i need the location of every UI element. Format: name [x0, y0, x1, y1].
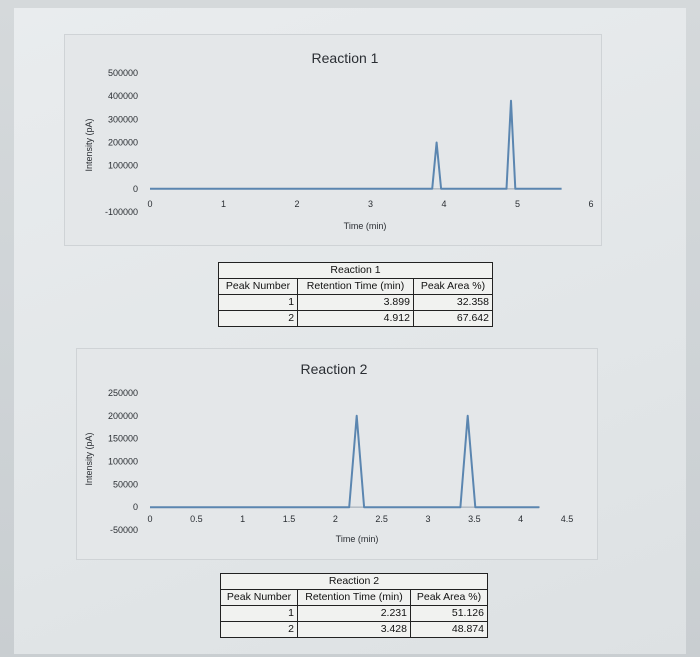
header-peak-number: Peak Number	[219, 279, 298, 295]
chart-title: Reaction 2	[301, 361, 368, 377]
y-tick-label: 300000	[108, 114, 138, 124]
cell-peak-area: 51.126	[410, 606, 487, 622]
header-peak-area: Peak Area %)	[413, 279, 492, 295]
table-caption-row: Reaction 2	[221, 574, 488, 590]
header-retention-time: Retention Time (min)	[298, 590, 411, 606]
x-tick-label: 0	[147, 199, 152, 209]
cell-retention-time: 2.231	[298, 606, 411, 622]
y-tick-label: 100000	[108, 457, 138, 467]
cell-peak-area: 67.642	[413, 311, 492, 327]
cell-peak-number: 2	[219, 311, 298, 327]
x-tick-label: 2	[333, 514, 338, 524]
x-tick-label: 0.5	[190, 514, 203, 524]
y-tick-label: 50000	[113, 479, 138, 489]
cell-peak-number: 1	[219, 295, 298, 311]
y-tick-label: 0	[133, 184, 138, 194]
table-row: 2 4.912 67.642	[219, 311, 493, 327]
table-caption: Reaction 2	[221, 574, 488, 590]
table-reaction-2: Reaction 2 Peak Number Retention Time (m…	[220, 573, 488, 638]
x-tick-label: 2	[294, 199, 299, 209]
y-tick-label: 100000	[108, 161, 138, 171]
y-tick-label: 200000	[108, 411, 138, 421]
chart-reaction-2: Reaction 2 -50000 0 50000 100000 150000 200000…	[76, 348, 598, 560]
table-reaction-1: Reaction 1 Peak Number Retention Time (m…	[218, 262, 493, 327]
x-tick-label: 4	[518, 514, 523, 524]
x-tick-label: 3	[425, 514, 430, 524]
cell-retention-time: 3.899	[298, 295, 414, 311]
x-tick-label: 1	[240, 514, 245, 524]
header-peak-number: Peak Number	[221, 590, 298, 606]
table-header-row: Peak Number Retention Time (min) Peak Ar…	[219, 279, 493, 295]
y-tick-label: 0	[133, 502, 138, 512]
table-header-row: Peak Number Retention Time (min) Peak Ar…	[221, 590, 488, 606]
y-tick-label: -100000	[105, 207, 138, 217]
cell-retention-time: 3.428	[298, 622, 411, 638]
y-tick-label: 500000	[108, 68, 138, 78]
header-peak-area: Peak Area %)	[410, 590, 487, 606]
cell-peak-area: 48.874	[410, 622, 487, 638]
y-axis-label: Intensity (pA)	[84, 118, 94, 171]
y-tick-label: 150000	[108, 434, 138, 444]
cell-peak-number: 1	[221, 606, 298, 622]
x-tick-label: 3	[368, 199, 373, 209]
series-line	[150, 416, 539, 507]
table-row: 1 2.231 51.126	[221, 606, 488, 622]
table-caption-row: Reaction 1	[219, 263, 493, 279]
header-retention-time: Retention Time (min)	[298, 279, 414, 295]
y-tick-label: 250000	[108, 388, 138, 398]
x-tick-label: 1	[221, 199, 226, 209]
x-axis-label: Time (min)	[344, 221, 387, 231]
x-tick-label: 1.5	[283, 514, 296, 524]
x-axis-label: Time (min)	[336, 534, 379, 544]
y-tick-label: 400000	[108, 91, 138, 101]
x-tick-label: 4	[441, 199, 446, 209]
y-tick-label: 200000	[108, 138, 138, 148]
cell-peak-number: 2	[221, 622, 298, 638]
x-tick-label: 2.5	[375, 514, 388, 524]
x-tick-label: 3.5	[468, 514, 481, 524]
series-line	[150, 101, 562, 189]
x-tick-label: 4.5	[561, 514, 574, 524]
cell-retention-time: 4.912	[298, 311, 414, 327]
chart-reaction-1: Reaction 1 -100000 0 100000 200000 300000 4000…	[64, 34, 602, 246]
table-row: 1 3.899 32.358	[219, 295, 493, 311]
x-tick-label: 5	[515, 199, 520, 209]
table-row: 2 3.428 48.874	[221, 622, 488, 638]
x-tick-label: 0	[147, 514, 152, 524]
table-caption: Reaction 1	[219, 263, 493, 279]
y-tick-label: -50000	[110, 525, 138, 535]
chart-reaction-2-svg: Reaction 2 -50000 0 50000 100000 150000 200000…	[77, 349, 597, 559]
chart-title: Reaction 1	[312, 50, 379, 66]
y-axis-label: Intensity (pA)	[84, 432, 94, 485]
cell-peak-area: 32.358	[413, 295, 492, 311]
chart-reaction-1-svg: Reaction 1 -100000 0 100000 200000 300000 4000…	[65, 35, 601, 245]
x-tick-label: 6	[588, 199, 593, 209]
